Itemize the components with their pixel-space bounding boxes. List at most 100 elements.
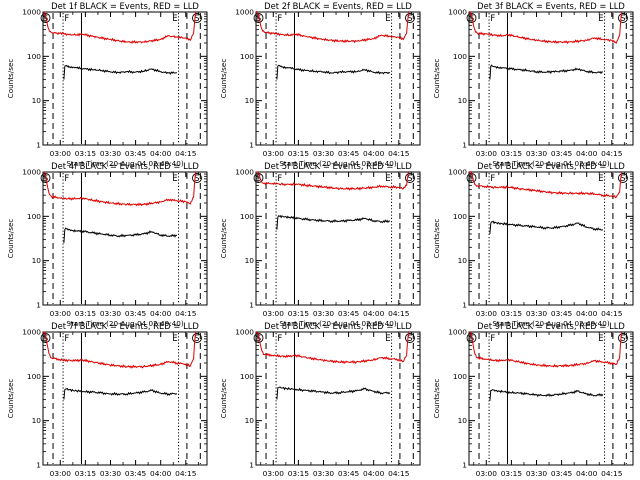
series-lld-line [42,331,197,369]
marker-label-start: S [469,333,474,343]
marker-label-end: S [407,173,412,183]
x-tick-label: 03:00 [50,469,72,478]
x-tick-label: 04:15 [601,469,623,478]
x-tick-label: 03:00 [476,309,498,318]
y-tick-label: 1000 [235,168,254,177]
marker-label-f: F [490,173,495,183]
x-tick-label: 03:15 [288,309,310,318]
y-tick-label: 1000 [448,328,467,337]
marker-label-start: S [256,13,261,23]
y-axis-label: Counts/sec [219,219,228,259]
chart-panel: Det 7f BLACK = Events, RED = LLD Counts/s… [6,321,208,480]
marker-label-end: S [194,333,199,343]
x-tick-label: 03:00 [50,149,72,158]
x-tick-label: 03:00 [263,469,285,478]
marker-label-start: S [256,333,261,343]
x-tick-label: 03:45 [125,309,147,318]
series-lld-line [255,331,410,365]
x-tick-label: 03:45 [338,309,360,318]
chart-title: Det 9f BLACK = Events, RED = LLD [477,321,625,331]
x-tick-label: 04:00 [576,469,598,478]
plot-frame [42,331,208,466]
y-tick-label: 1000 [235,8,254,17]
x-tick-label: 03:15 [501,149,523,158]
plot-frame [468,11,634,146]
plot-frame [255,11,421,146]
x-tick-label: 03:30 [100,469,122,478]
x-tick-label: 03:00 [476,149,498,158]
marker-label-e: E [598,13,603,23]
x-axis-label: Start Time (20-Aug-04 02:49:40) [279,319,396,328]
chart-panel: Det 3f BLACK = Events, RED = LLD Counts/s… [432,1,634,168]
chart-panel: Det 9f BLACK = Events, RED = LLD Counts/s… [432,321,634,480]
chart-panel: Det 5f BLACK = Events, RED = LLD Counts/s… [219,161,421,328]
y-tick-label: 1000 [22,328,41,337]
x-tick-label: 03:00 [263,309,285,318]
y-tick-label: 100 [27,212,41,221]
chart-panel: Det 6f BLACK = Events, RED = LLD Counts/s… [432,161,634,328]
series-events-line [276,214,390,230]
y-axis-label: Counts/sec [6,379,15,419]
x-tick-label: 03:00 [476,469,498,478]
marker-label-f: F [64,13,69,23]
x-tick-label: 04:00 [363,149,385,158]
marker-label-e: E [598,173,603,183]
plot-frame [468,331,634,466]
series-events-line [63,387,178,400]
x-axis-label: Start Time (20-Aug-04 02:49:40) [66,159,183,168]
x-tick-label: 04:00 [576,309,598,318]
plot-frame [42,171,208,306]
y-axis-label: Counts/sec [219,379,228,419]
plot-frame [255,331,421,466]
y-tick-label: 10 [32,416,42,425]
x-tick-label: 04:00 [576,149,598,158]
y-tick-label: 1 [36,461,41,470]
marker-label-start: S [43,173,48,183]
x-tick-label: 04:15 [601,309,623,318]
y-tick-label: 1000 [448,8,467,17]
x-tick-label: 03:15 [501,469,523,478]
x-tick-label: 03:45 [551,469,573,478]
x-tick-label: 03:45 [125,149,147,158]
y-tick-label: 1 [36,301,41,310]
x-tick-label: 03:30 [526,309,548,318]
x-tick-label: 04:00 [363,469,385,478]
marker-label-f: F [277,173,282,183]
y-tick-label: 10 [32,256,42,265]
y-tick-label: 100 [27,372,41,381]
x-tick-label: 03:15 [288,149,310,158]
x-tick-label: 03:45 [551,309,573,318]
y-axis-label: Counts/sec [6,59,15,99]
y-tick-label: 1 [462,301,467,310]
x-tick-label: 04:15 [175,149,197,158]
y-tick-label: 1 [249,301,254,310]
marker-circle-end [405,173,415,183]
series-events-line [63,227,178,244]
y-tick-label: 10 [245,256,255,265]
x-axis-label: Start Time (20-Aug-04 02:49:40) [279,159,396,168]
series-lld-line [468,170,623,199]
y-tick-label: 100 [240,212,254,221]
series-events-line [63,64,178,80]
y-axis-label: Counts/sec [219,59,228,99]
series-events-line [276,386,391,400]
x-tick-label: 03:30 [100,309,122,318]
marker-label-f: F [64,333,69,343]
marker-circle-end [192,173,202,183]
y-tick-label: 100 [240,372,254,381]
x-tick-label: 03:30 [100,149,122,158]
y-tick-label: 1000 [235,328,254,337]
x-axis-label: Start Time (20-Aug-04 02:49:40) [492,159,609,168]
marker-label-end: S [194,13,199,23]
x-tick-label: 04:00 [150,149,172,158]
marker-label-end: S [620,333,625,343]
y-tick-label: 100 [453,372,467,381]
y-tick-label: 10 [245,96,255,105]
chart-panel: Det 1f BLACK = Events, RED = LLD Counts/s… [6,1,208,168]
marker-circle-end [405,13,415,23]
x-tick-label: 04:15 [388,469,410,478]
y-axis-label: Counts/sec [432,219,441,259]
marker-label-f: F [277,333,282,343]
